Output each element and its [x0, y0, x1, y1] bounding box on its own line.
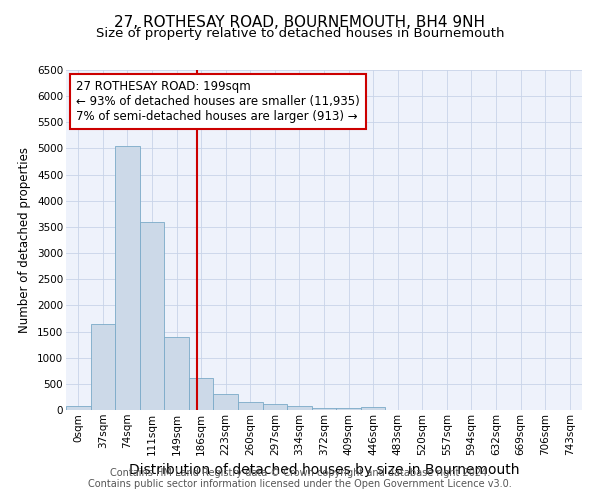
Bar	[189, 378, 214, 410]
Y-axis label: Number of detached properties: Number of detached properties	[19, 147, 31, 333]
Bar	[336, 408, 361, 410]
Text: Contains HM Land Registry data © Crown copyright and database right 2024.: Contains HM Land Registry data © Crown c…	[110, 468, 490, 477]
Text: Size of property relative to detached houses in Bournemouth: Size of property relative to detached ho…	[96, 28, 504, 40]
Bar	[91, 324, 115, 410]
Text: Contains public sector information licensed under the Open Government Licence v3: Contains public sector information licen…	[88, 479, 512, 489]
Bar	[263, 404, 287, 410]
Bar	[115, 146, 140, 410]
Bar	[312, 408, 336, 410]
Bar	[140, 222, 164, 410]
X-axis label: Distribution of detached houses by size in Bournemouth: Distribution of detached houses by size …	[129, 463, 519, 477]
Bar	[66, 406, 91, 410]
Bar	[361, 407, 385, 410]
Bar	[214, 394, 238, 410]
Bar	[287, 406, 312, 410]
Text: 27, ROTHESAY ROAD, BOURNEMOUTH, BH4 9NH: 27, ROTHESAY ROAD, BOURNEMOUTH, BH4 9NH	[115, 15, 485, 30]
Bar	[164, 337, 189, 410]
Text: 27 ROTHESAY ROAD: 199sqm
← 93% of detached houses are smaller (11,935)
7% of sem: 27 ROTHESAY ROAD: 199sqm ← 93% of detach…	[76, 80, 360, 123]
Bar	[238, 402, 263, 410]
